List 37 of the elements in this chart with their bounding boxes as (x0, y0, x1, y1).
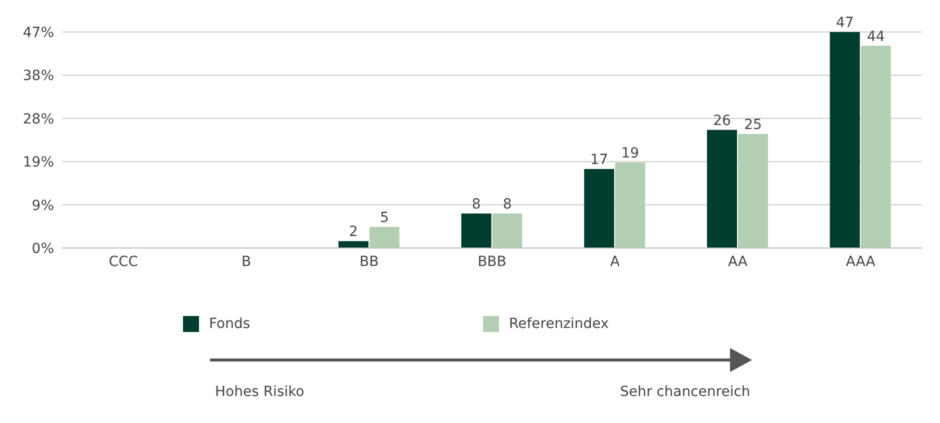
x-tick-label: AAA (846, 254, 876, 270)
bar (830, 32, 860, 248)
y-tick-label: 47% (22, 24, 54, 41)
bar (492, 214, 522, 248)
data-label: 8 (502, 196, 512, 213)
x-tick-label: A (610, 254, 620, 270)
x-tick-label: CCC (108, 254, 138, 270)
data-label: 19 (621, 146, 640, 162)
data-label: 44 (866, 28, 885, 45)
data-label: 25 (744, 117, 762, 134)
bar (860, 46, 891, 248)
y-tick-label: 0% (32, 240, 54, 257)
y-tick-label: 9% (32, 198, 54, 214)
data-label: 26 (713, 112, 731, 129)
data-label: 8 (472, 196, 481, 213)
text: Hohes Risiko (215, 384, 304, 400)
bar (584, 168, 614, 248)
bar (707, 130, 737, 248)
x-tick-label: B (241, 254, 252, 270)
y-tick-label: 19% (22, 154, 54, 171)
text: Sehr chancenreich (620, 384, 750, 400)
legend-label: Fonds (208, 316, 252, 332)
x-tick-label: AA (728, 254, 748, 270)
bar (369, 226, 400, 248)
x-tick-label: BBB (478, 254, 506, 270)
legend-label: Referenzindex (508, 316, 610, 332)
data-label: 47 (836, 15, 854, 31)
x-tick-label: BB (360, 254, 379, 270)
y-tick-label: 28% (22, 111, 54, 128)
bar (461, 214, 492, 248)
data-label: 17 (590, 152, 608, 168)
bar (738, 134, 768, 248)
bar (338, 241, 368, 248)
y-tick-label: 38% (22, 68, 54, 84)
data-label: 2 (348, 224, 358, 240)
data-label: 5 (380, 210, 389, 226)
bar (615, 162, 646, 248)
